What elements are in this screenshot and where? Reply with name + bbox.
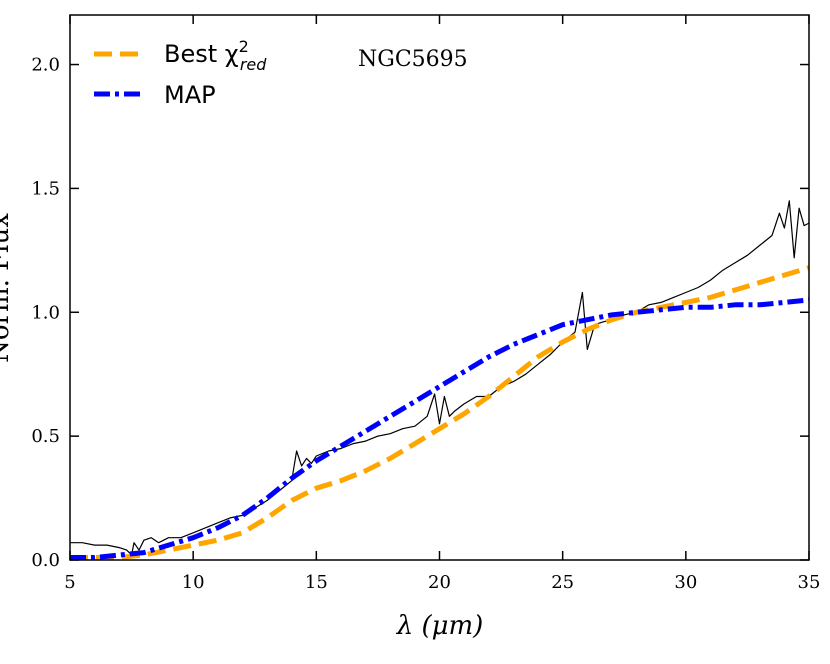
legend: Best χ2 red MAP	[94, 37, 267, 109]
y-tick-label: 0.0	[31, 550, 60, 571]
x-axis-label: λ (μm)	[396, 611, 484, 641]
x-tick-label: 25	[551, 572, 574, 593]
y-tick-label: 1.5	[31, 178, 60, 199]
y-axis-label: Norm. Flux	[0, 213, 15, 363]
legend-label-best-chi2: Best χ2 red	[164, 37, 267, 74]
series-line-observed-spectrum	[70, 200, 809, 556]
x-tick-label: 5	[64, 572, 75, 593]
legend-label-map: MAP	[164, 81, 216, 109]
x-tick-label: 15	[305, 572, 328, 593]
tick-labels: 5 10 15 20 25 30 35 0.0 0.5 1.0 1.5 2.0	[31, 55, 820, 593]
galaxy-name-annotation: NGC5695	[358, 47, 468, 72]
ticks	[69, 15, 810, 561]
y-tick-label: 0.5	[31, 426, 60, 447]
y-tick-label: 2.0	[31, 55, 60, 76]
series-line-best-red	[70, 265, 809, 560]
series-layer	[70, 200, 809, 560]
x-tick-label: 10	[182, 572, 205, 593]
x-tick-label: 20	[428, 572, 451, 593]
x-tick-label: 35	[798, 572, 821, 593]
x-tick-label: 30	[674, 572, 697, 593]
series-line-map	[70, 297, 809, 560]
y-tick-label: 1.0	[31, 302, 60, 323]
